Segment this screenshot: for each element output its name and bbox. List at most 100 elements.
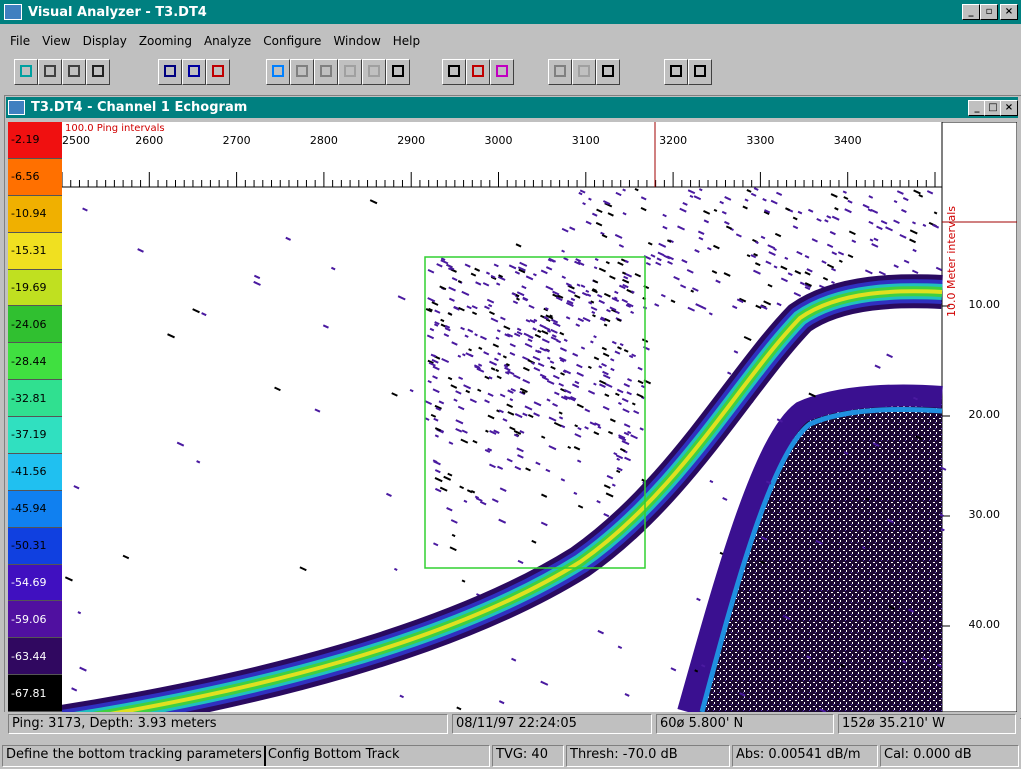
toolbar-button[interactable] [688, 59, 712, 85]
scale-cell: -45.94 [8, 490, 62, 528]
toolbar-icon [344, 65, 356, 77]
target [474, 333, 478, 337]
target [822, 276, 829, 281]
target [555, 296, 563, 302]
target [639, 427, 644, 431]
target [432, 375, 438, 380]
target [590, 340, 594, 344]
target [522, 378, 531, 384]
toolbar-button[interactable] [314, 59, 338, 85]
toolbar-button[interactable] [86, 59, 110, 85]
target [544, 307, 549, 311]
target [483, 351, 490, 356]
toolbar-button[interactable] [466, 59, 490, 85]
x-axis-label: 100.0 Ping intervals [65, 123, 165, 134]
target [606, 308, 611, 313]
target [703, 219, 710, 224]
target [666, 255, 674, 261]
target [597, 425, 602, 429]
target [619, 447, 626, 453]
toolbar-button[interactable] [490, 59, 514, 85]
target [504, 333, 511, 338]
target [541, 493, 548, 498]
menu-item[interactable]: Display [82, 34, 127, 48]
menu-item[interactable]: View [42, 34, 71, 48]
target [522, 366, 530, 372]
toolbar-button[interactable] [158, 59, 182, 85]
y-axis-label: 10.0 Meter intervals [945, 206, 958, 317]
target [622, 188, 626, 192]
target [585, 220, 592, 225]
toolbar-button[interactable] [62, 59, 86, 85]
target [537, 329, 542, 333]
minimize-button[interactable]: _ [962, 4, 980, 20]
close-button[interactable]: × [1000, 4, 1018, 20]
menu-item[interactable]: Window [333, 34, 381, 48]
target [504, 363, 509, 368]
target [485, 429, 489, 433]
target [427, 268, 435, 274]
target [587, 389, 596, 395]
target [576, 403, 584, 409]
toolbar-button[interactable] [182, 59, 206, 85]
target [660, 293, 666, 298]
toolbar-button[interactable] [442, 59, 466, 85]
target [637, 366, 643, 371]
menu-item[interactable]: File [10, 34, 31, 48]
target [592, 314, 596, 318]
target [424, 417, 430, 421]
menu-item[interactable]: Analyze [203, 34, 252, 48]
target [539, 346, 547, 352]
toolbar-button[interactable] [266, 59, 290, 85]
toolbar-button[interactable] [596, 59, 620, 85]
child-close[interactable]: × [1000, 100, 1018, 116]
target [559, 358, 565, 363]
maximize-button[interactable]: ▫ [980, 4, 998, 20]
target [719, 551, 724, 555]
target [533, 401, 542, 407]
toolbar-icon [368, 65, 380, 77]
target [552, 321, 561, 328]
target [623, 349, 629, 353]
tick-group: 2500 2600 2700 2800 2900 3000 3100 3200 3300 3400… [62, 134, 1000, 631]
target [545, 468, 551, 473]
menu-item[interactable]: Zooming [138, 34, 192, 48]
target [933, 211, 938, 215]
toolbar-button[interactable] [14, 59, 38, 85]
target [525, 275, 534, 281]
toolbar-button[interactable] [290, 59, 314, 85]
target [689, 194, 694, 199]
toolbar-button[interactable] [206, 59, 230, 85]
target [590, 306, 598, 311]
menu-item[interactable]: Configure [263, 34, 322, 48]
target [487, 392, 494, 397]
target [662, 225, 668, 230]
toolbar-button[interactable] [548, 59, 572, 85]
target [566, 299, 574, 305]
target [516, 330, 523, 336]
selection-box[interactable] [424, 256, 646, 569]
target [546, 379, 555, 385]
toolbar-button[interactable] [362, 59, 386, 85]
target [427, 379, 432, 384]
target [424, 399, 433, 406]
target [679, 207, 687, 213]
target [614, 350, 621, 355]
menu-item[interactable]: Help [392, 34, 421, 48]
toolbar-button[interactable] [572, 59, 596, 85]
target [826, 243, 834, 249]
target [477, 388, 482, 393]
status-hint: Define the bottom tracking parameters [6, 747, 262, 762]
target [615, 454, 624, 460]
target [567, 445, 572, 450]
toolbar-button[interactable] [338, 59, 362, 85]
target [625, 304, 632, 308]
toolbar-button[interactable] [386, 59, 410, 85]
toolbar-button[interactable] [38, 59, 62, 85]
target [656, 257, 662, 262]
toolbar-button[interactable] [664, 59, 688, 85]
target [438, 400, 445, 405]
target [497, 352, 502, 356]
target [496, 329, 501, 333]
target [770, 199, 778, 205]
